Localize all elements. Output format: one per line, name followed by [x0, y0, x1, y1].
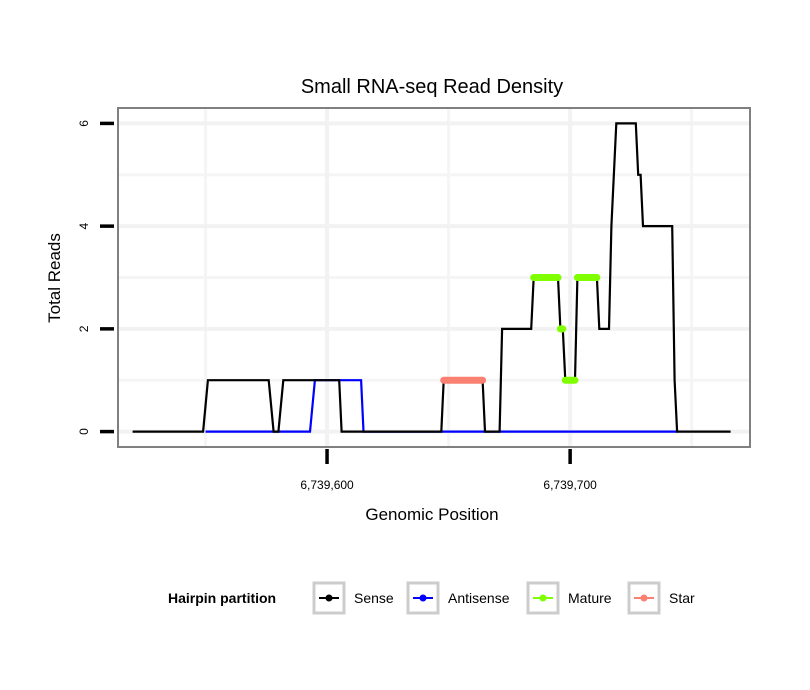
panel-border	[117, 107, 751, 448]
legend-key-point	[325, 594, 333, 602]
legend-label-sense: Sense	[354, 590, 394, 606]
legend-key-point	[640, 594, 648, 602]
legend-label-antisense: Antisense	[448, 590, 510, 606]
series-line-sense	[132, 122, 731, 433]
y-tick-label: 4	[77, 222, 91, 229]
plot-panel	[117, 107, 751, 448]
legend-label-star: Star	[669, 590, 695, 606]
y-axis-title: Total Reads	[45, 233, 64, 323]
x-tick-label: 6,739,600	[300, 478, 354, 492]
x-axis-title: Genomic Position	[365, 505, 498, 524]
y-tick-label: 6	[77, 120, 91, 127]
legend-key-point	[419, 594, 427, 602]
legend-label-mature: Mature	[568, 590, 612, 606]
axis-ticks: 0 2 4 6 6,739,600 6,739,700	[77, 120, 597, 492]
y-tick-label: 2	[77, 325, 91, 332]
legend-key-point	[539, 594, 547, 602]
legend-title: Hairpin partition	[168, 590, 276, 606]
x-tick-label: 6,739,700	[543, 478, 597, 492]
legend: Hairpin partition Sense Antisense Mature St…	[168, 581, 695, 615]
chart-title: Small RNA-seq Read Density	[301, 76, 563, 98]
y-tick-label: 0	[77, 428, 91, 435]
